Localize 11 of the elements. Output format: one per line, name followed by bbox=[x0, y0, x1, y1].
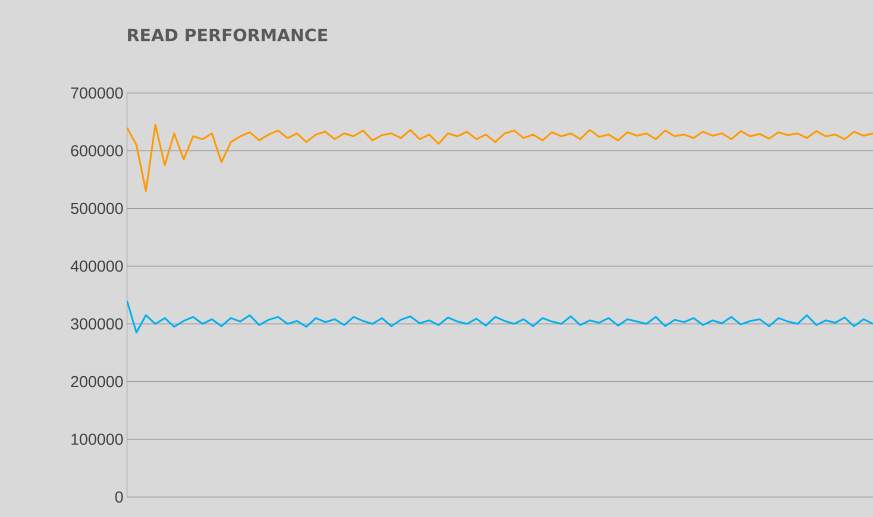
y-tick-label: 600000 bbox=[71, 145, 123, 156]
y-tick-label: 300000 bbox=[70, 318, 123, 330]
y-tick-label: 500000 bbox=[70, 202, 123, 214]
y-tick-label: 200000 bbox=[71, 376, 123, 388]
y-tick-label: 0 bbox=[115, 491, 123, 503]
y-tick-label: 700000 bbox=[71, 87, 123, 99]
y-tick-label: 100000 bbox=[72, 434, 123, 445]
line-series bbox=[127, 300, 873, 334]
line-series bbox=[127, 124, 873, 192]
chart-title: READ PERFORMANCE bbox=[128, 28, 328, 42]
y-tick-label: 400000 bbox=[70, 260, 123, 272]
